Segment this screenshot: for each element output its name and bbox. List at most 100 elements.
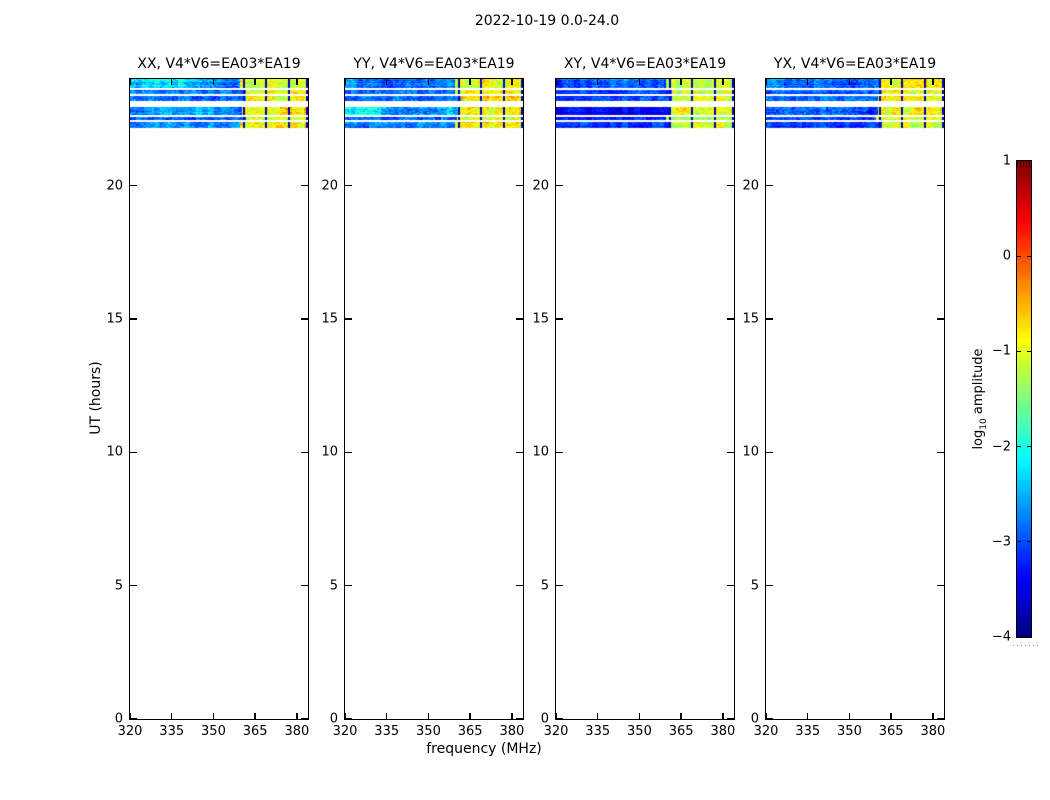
y-tick — [130, 584, 137, 587]
colorbar-gradient — [1017, 161, 1031, 637]
y-tick-right — [516, 184, 523, 187]
colorbar-top-hatch — [1017, 162, 1031, 167]
x-tick-label: 335 — [159, 724, 185, 739]
x-tick-label: 380 — [920, 724, 946, 739]
y-tick-label: 0 — [750, 711, 759, 727]
heatmap-canvas-yy — [345, 79, 523, 719]
colorbar-label: log10 amplitude — [971, 348, 989, 449]
x-tick — [254, 713, 256, 719]
x-tick-label: 320 — [332, 724, 358, 739]
colorbar-tick-label: −2 — [991, 439, 1011, 455]
y-tick-label: 20 — [321, 178, 338, 194]
y-tick-right — [937, 584, 944, 587]
x-tick-top — [469, 79, 471, 85]
heatmap-canvas-yx — [766, 79, 944, 719]
y-tick — [345, 318, 352, 320]
x-tick-label: 365 — [878, 724, 904, 739]
colorbar-tick-label: −4 — [991, 629, 1011, 645]
x-tick — [555, 713, 557, 719]
y-tick-right — [516, 584, 523, 587]
y-tick-right — [301, 584, 308, 587]
panel-xx: XX, V4*V6=EA03*EA19 320 335 350 365 380 0 5 10 1… — [106, 56, 309, 739]
panel-xy: XY, V4*V6=EA03*EA19 320 335 350 365 380 0 5 10 1… — [532, 56, 735, 739]
x-tick — [511, 713, 513, 719]
x-tick-top — [806, 79, 809, 85]
y-tick-right — [301, 718, 308, 720]
panel-title-xx: XX, V4*V6=EA03*EA19 — [137, 56, 301, 72]
x-tick — [344, 713, 346, 719]
x-tick-top — [296, 79, 298, 85]
x-tick — [170, 713, 173, 719]
y-tick-label: 10 — [321, 444, 338, 460]
y-tick-label: 0 — [114, 711, 123, 727]
y-tick-label: 20 — [532, 178, 549, 194]
x-tick-label: 335 — [795, 724, 821, 739]
y-tick-right — [937, 318, 944, 320]
x-tick-top — [254, 79, 256, 85]
colorbar-label-suffix: amplitude — [971, 348, 987, 419]
x-tick — [765, 713, 767, 719]
y-tick — [556, 584, 563, 587]
y-tick-right — [727, 718, 734, 720]
colorbar-tick-right — [1027, 350, 1031, 352]
y-tick-right — [727, 451, 734, 454]
x-tick — [129, 713, 131, 719]
x-tick — [890, 713, 892, 719]
colorbar-tick — [1017, 541, 1021, 543]
colorbar-tick-label: 1 — [1002, 153, 1011, 169]
x-tick — [296, 713, 298, 719]
panel-title-xy: XY, V4*V6=EA03*EA19 — [563, 56, 727, 72]
x-tick — [806, 713, 809, 719]
x-tick — [722, 713, 724, 719]
y-tick — [345, 584, 352, 587]
x-tick-top — [638, 79, 641, 85]
y-tick — [766, 451, 773, 454]
y-tick-label: 10 — [742, 444, 759, 460]
y-tick — [130, 318, 137, 320]
y-tick-label: 10 — [532, 444, 549, 460]
y-tick-label: 15 — [321, 311, 338, 327]
y-tick-label: 5 — [540, 578, 549, 594]
y-tick-right — [937, 184, 944, 187]
x-axis-label: frequency (MHz) — [426, 741, 542, 757]
y-tick-label: 5 — [329, 578, 338, 594]
colorbar-tick-right — [1027, 541, 1031, 543]
y-tick — [556, 318, 563, 320]
x-tick — [932, 713, 934, 719]
y-tick-label: 15 — [742, 311, 759, 327]
x-tick-top — [170, 79, 173, 85]
x-tick-label: 350 — [837, 724, 862, 739]
y-tick-label: 15 — [106, 311, 123, 327]
x-tick — [638, 713, 641, 719]
x-tick-label: 350 — [416, 724, 441, 739]
y-tick — [766, 318, 773, 320]
x-tick-label: 365 — [668, 724, 694, 739]
y-tick-right — [516, 718, 523, 720]
x-tick-top — [129, 79, 131, 85]
y-tick-right — [301, 451, 308, 454]
colorbar-extend-dots — [1013, 644, 1039, 646]
x-tick-label: 320 — [753, 724, 779, 739]
y-tick-label: 5 — [750, 578, 759, 594]
x-tick-label: 335 — [585, 724, 611, 739]
y-tick-right — [937, 451, 944, 454]
x-tick-top — [890, 79, 892, 85]
y-tick-label: 10 — [106, 444, 123, 460]
y-tick — [130, 718, 137, 720]
y-axis-label: UT (hours) — [88, 361, 104, 435]
x-tick-label: 320 — [543, 724, 569, 739]
x-tick-top — [932, 79, 934, 85]
x-tick-top — [765, 79, 767, 85]
x-tick-top — [427, 79, 430, 85]
y-tick-right — [727, 184, 734, 187]
colorbar-tick — [1017, 255, 1021, 257]
x-tick-top — [344, 79, 346, 85]
colorbar-label-prefix: log — [971, 429, 987, 450]
y-tick-right — [727, 584, 734, 587]
x-tick-label: 380 — [284, 724, 310, 739]
y-tick-right — [937, 718, 944, 720]
panel-yy: YY, V4*V6=EA03*EA19 320 335 350 365 380 0 5 10 1… — [321, 56, 524, 739]
y-tick — [130, 451, 137, 454]
colorbar-tick-label: 0 — [1002, 248, 1011, 264]
figure-title: 2022-10-19 0.0-24.0 — [474, 13, 620, 29]
